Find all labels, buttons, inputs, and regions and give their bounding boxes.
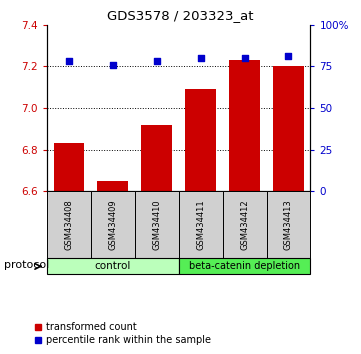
Bar [185, 89, 216, 191]
Point [154, 58, 160, 64]
Bar [47, 258, 179, 274]
Text: control: control [95, 261, 131, 272]
Bar [142, 125, 172, 191]
Point [242, 55, 248, 61]
Bar [266, 191, 310, 258]
Text: GSM434412: GSM434412 [240, 199, 249, 250]
Bar [53, 143, 84, 191]
Text: GSM434409: GSM434409 [108, 199, 117, 250]
Bar [179, 258, 310, 274]
Bar [179, 191, 223, 258]
Text: GSM434411: GSM434411 [196, 199, 205, 250]
Bar [229, 60, 260, 191]
Point [286, 53, 291, 59]
Text: GSM434410: GSM434410 [152, 199, 161, 250]
Bar [273, 67, 304, 191]
Bar [47, 191, 91, 258]
Bar [135, 191, 179, 258]
Bar [97, 181, 128, 191]
Text: GSM434413: GSM434413 [284, 199, 293, 250]
Text: beta-catenin depletion: beta-catenin depletion [189, 261, 300, 272]
Text: protocol: protocol [4, 259, 49, 270]
Point [66, 58, 72, 64]
Text: GDS3578 / 203323_at: GDS3578 / 203323_at [107, 9, 254, 22]
Point [110, 62, 116, 68]
Bar [91, 191, 135, 258]
Bar [223, 191, 266, 258]
Legend: transformed count, percentile rank within the sample: transformed count, percentile rank withi… [30, 319, 214, 349]
Point [198, 55, 204, 61]
Text: GSM434408: GSM434408 [64, 199, 73, 250]
